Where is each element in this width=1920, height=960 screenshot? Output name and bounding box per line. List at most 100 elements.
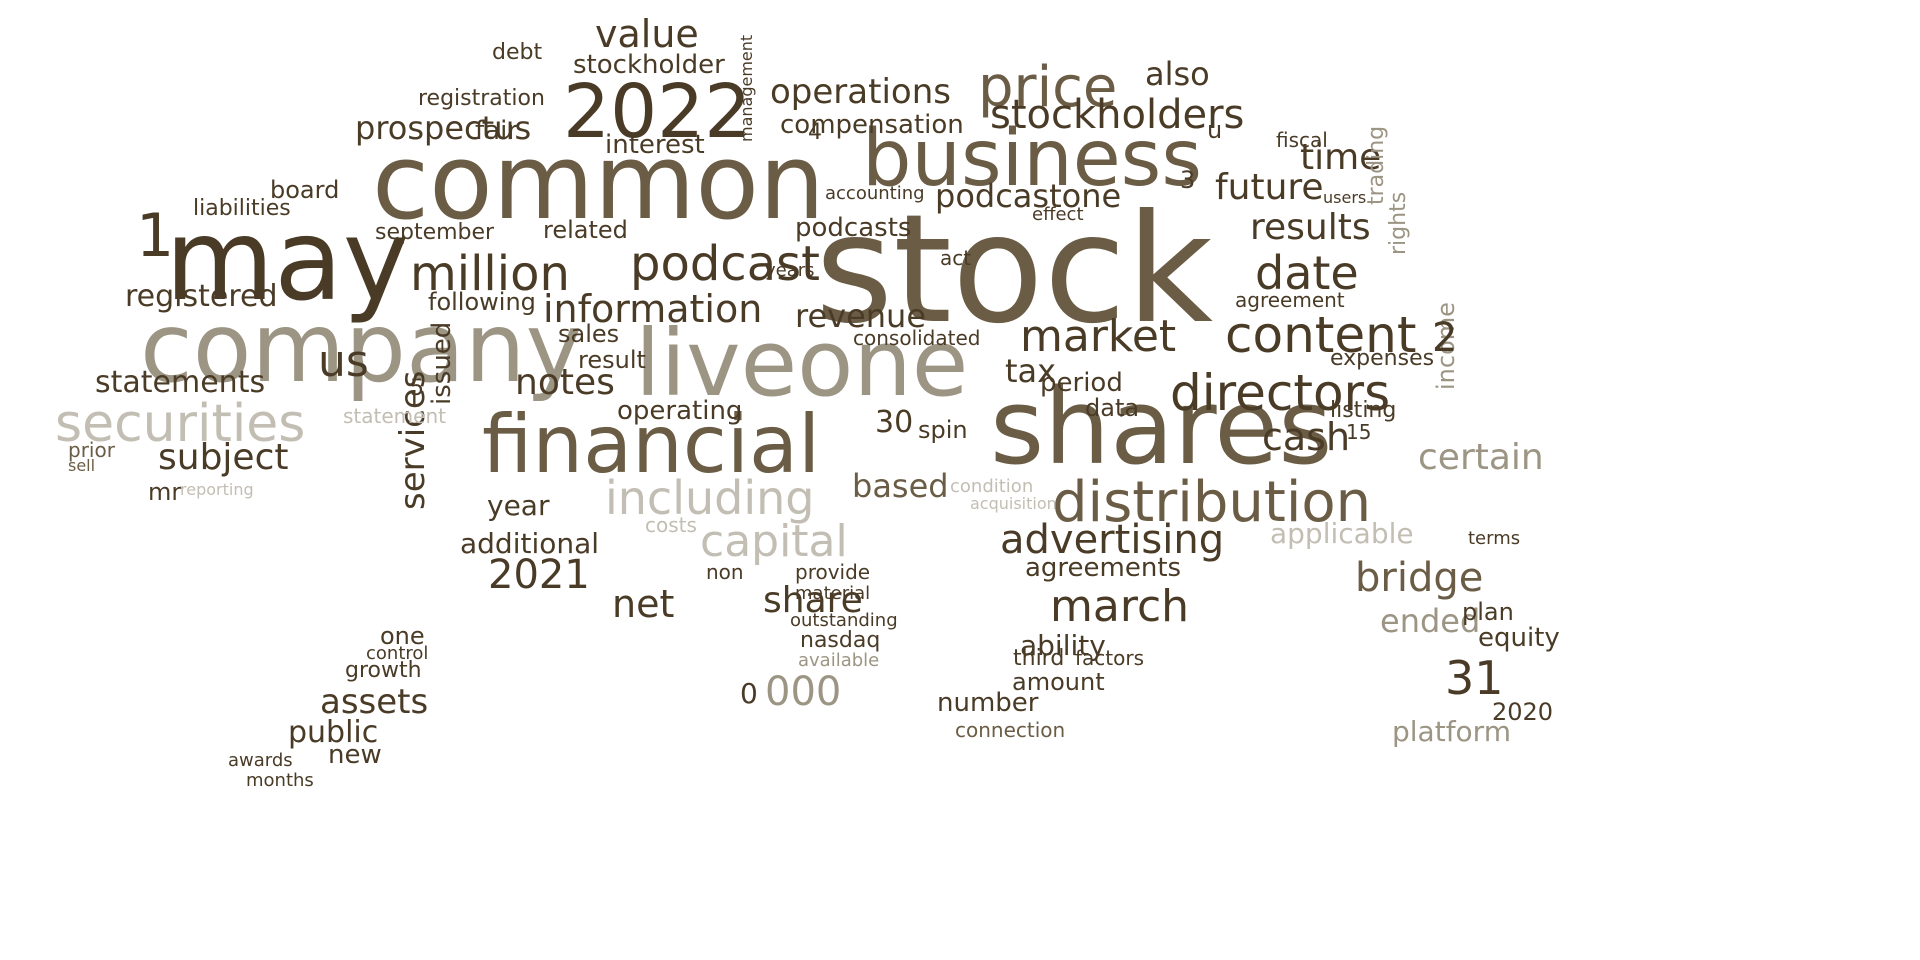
word-one: one bbox=[380, 622, 425, 650]
word-u: u bbox=[1207, 116, 1223, 144]
word-podcastone: podcastone bbox=[935, 177, 1122, 215]
word-distribution: distribution bbox=[1052, 470, 1372, 535]
word-reporting: reporting bbox=[180, 480, 254, 499]
word-2021: 2021 bbox=[488, 552, 590, 598]
word-stockholders: stockholders bbox=[990, 92, 1245, 138]
word-consolidated: consolidated bbox=[853, 326, 981, 350]
word-growth: growth bbox=[345, 658, 422, 683]
word-date: date bbox=[1255, 246, 1359, 300]
word-podcasts: podcasts bbox=[795, 213, 912, 243]
word-based: based bbox=[852, 467, 949, 505]
word-public: public bbox=[288, 715, 379, 750]
word-4: 4 bbox=[808, 120, 822, 145]
word-ability: ability bbox=[1020, 629, 1106, 662]
word-sales: sales bbox=[558, 320, 620, 348]
word-market: market bbox=[1020, 311, 1177, 362]
word-mr: mr bbox=[148, 478, 182, 506]
word-interest: interest bbox=[605, 130, 705, 160]
word-including: including bbox=[605, 471, 815, 525]
word-price: price bbox=[978, 55, 1118, 120]
word-awards: awards bbox=[228, 750, 293, 771]
word-effect: effect bbox=[1032, 204, 1084, 225]
word-management-vertical: management bbox=[737, 34, 756, 142]
word-months: months bbox=[246, 770, 314, 791]
word-advertising: advertising bbox=[1000, 517, 1225, 563]
word-30: 30 bbox=[875, 405, 914, 440]
word-fiscal: fiscal bbox=[1276, 128, 1328, 152]
word-5: 5 bbox=[410, 376, 424, 401]
word-operations: operations bbox=[770, 72, 951, 112]
word-share: share bbox=[763, 580, 863, 621]
word-nasdaq: nasdaq bbox=[800, 628, 881, 653]
word-future: future bbox=[1215, 167, 1324, 208]
word-time: time bbox=[1300, 137, 1382, 178]
word-expenses: expenses bbox=[1330, 346, 1435, 371]
word-additional: additional bbox=[460, 527, 600, 560]
word-issued: issued bbox=[427, 321, 457, 405]
word-control: control bbox=[366, 643, 429, 664]
word-spin: spin bbox=[918, 416, 968, 444]
word-statements: statements bbox=[95, 365, 266, 400]
word-2022: 2022 bbox=[563, 69, 752, 155]
word-2: 2 bbox=[1432, 315, 1458, 361]
word-march: march bbox=[1050, 581, 1190, 632]
word-value: value bbox=[595, 12, 699, 56]
word-equity: equity bbox=[1478, 623, 1560, 653]
word-directors: directors bbox=[1170, 364, 1391, 422]
word-available: available bbox=[798, 650, 880, 671]
word-31: 31 bbox=[1445, 651, 1504, 705]
word-non: non bbox=[706, 560, 744, 584]
word-board: board bbox=[270, 176, 340, 204]
word-result: result bbox=[578, 346, 646, 374]
word-may: may bbox=[165, 196, 410, 326]
word-0: 0 bbox=[740, 677, 758, 710]
word-million: million bbox=[410, 246, 570, 302]
word-1: 1 bbox=[136, 201, 175, 271]
word-trading-vertical: trading bbox=[1364, 125, 1389, 205]
word-operating: operating bbox=[617, 396, 743, 426]
word-business: business bbox=[862, 114, 1202, 204]
word-shares: shares bbox=[990, 366, 1333, 488]
word-also: also bbox=[1145, 55, 1210, 93]
word-assets: assets bbox=[320, 682, 429, 722]
word-information: information bbox=[543, 287, 763, 331]
word-capital: capital bbox=[700, 516, 848, 567]
word-securities: securities bbox=[55, 394, 306, 454]
word-provide: provide bbox=[795, 560, 871, 584]
word-amount: amount bbox=[1012, 668, 1105, 696]
word-debt: debt bbox=[492, 40, 543, 65]
word-terms: terms bbox=[1468, 528, 1521, 549]
word-liveone: liveone bbox=[635, 310, 969, 417]
word-stockholder: stockholder bbox=[573, 50, 725, 80]
word-outstanding: outstanding bbox=[790, 610, 898, 631]
word-000: 000 bbox=[765, 669, 842, 715]
word-statement: statement bbox=[343, 404, 446, 428]
word-net: net bbox=[612, 582, 675, 626]
word-bridge: bridge bbox=[1355, 555, 1484, 601]
word-stock: stock bbox=[815, 183, 1214, 357]
word-september: september bbox=[375, 220, 495, 245]
word-15: 15 bbox=[1346, 420, 1372, 444]
word-podcast: podcast bbox=[630, 236, 820, 292]
word-act: act bbox=[940, 246, 972, 270]
word-acquisition: acquisition bbox=[970, 494, 1057, 513]
word-compensation: compensation bbox=[780, 110, 964, 140]
word-related: related bbox=[543, 216, 628, 244]
word-factors: factors bbox=[1075, 646, 1145, 670]
word-platform: platform bbox=[1392, 715, 1511, 748]
word-years: years bbox=[765, 260, 815, 281]
word-new: new bbox=[328, 740, 382, 770]
word-liabilities: liabilities bbox=[193, 196, 291, 221]
word-company: company bbox=[140, 292, 583, 404]
word-tax: tax bbox=[1005, 352, 1057, 390]
word-certain-vertical: certain bbox=[1418, 437, 1544, 478]
word-period: period bbox=[1040, 368, 1123, 398]
word-agreement: agreement bbox=[1235, 288, 1345, 312]
word-material: material bbox=[795, 583, 871, 604]
word-year: year bbox=[487, 489, 550, 522]
word-listing: listing bbox=[1330, 398, 1397, 423]
word-content: content bbox=[1225, 306, 1417, 364]
word-prospectus: prospectus bbox=[355, 109, 532, 147]
word-2020: 2020 bbox=[1492, 698, 1554, 726]
word-fair: fair bbox=[475, 116, 518, 146]
